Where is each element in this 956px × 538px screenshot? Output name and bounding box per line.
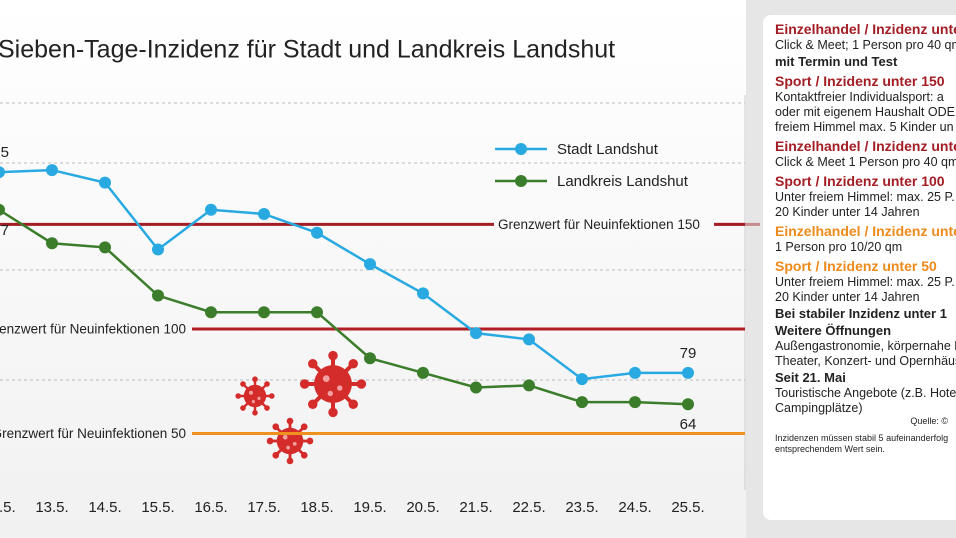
x-tick-label: 21.5. [459, 499, 492, 516]
legend-label: Landkreis Landshut [557, 173, 689, 190]
point [258, 207, 270, 220]
panel-text: Bei stabiler Inzidenz unter 1 [775, 306, 947, 321]
point [417, 366, 429, 379]
data-label: 64 [680, 416, 697, 433]
x-tick-label: 12.5. [0, 499, 16, 516]
footnote-line: entsprechendem Wert sein. [775, 444, 885, 454]
panel-text: Unter freiem Himmel: max. 25 P. [775, 190, 955, 204]
panel-text: Weitere Öffnungen [775, 323, 892, 338]
panel-text: mit Termin und Test [775, 54, 898, 69]
x-tick-label: 24.5. [618, 499, 651, 516]
panel-heading: Sport / Inzidenz unter 50 [775, 258, 937, 274]
panel-heading: Einzelhandel / Inzidenz unte [775, 21, 956, 37]
dashed-guides [0, 102, 745, 381]
x-tick-label: 23.5. [565, 499, 598, 516]
point [46, 164, 58, 177]
point [629, 366, 641, 379]
x-tick-label: 15.5. [141, 499, 174, 516]
point [152, 243, 164, 256]
point [258, 306, 270, 319]
point [205, 306, 217, 319]
point [576, 396, 588, 409]
point [682, 366, 694, 379]
panel-text: freiem Himmel max. 5 Kinder un [775, 120, 954, 134]
x-tick-label: 19.5. [353, 499, 386, 516]
point [470, 381, 482, 394]
source: Quelle: © [910, 416, 948, 426]
chart-title: Sieben-Tage-Inzidenz für Stadt und Landk… [0, 36, 615, 64]
panel-text: Click & Meet; 1 Person pro 40 qm [775, 38, 956, 52]
footnote-line: Inzidenzen müssen stabil 5 aufeinanderfo… [775, 433, 949, 443]
panel-text: Seit 21. Mai [775, 370, 846, 385]
reference-label: Grenzwert für Neuinfektionen 100 [0, 322, 186, 337]
x-tick-label: 18.5. [300, 499, 333, 516]
point [523, 379, 535, 392]
panel-heading: Einzelhandel / Inzidenz unte [775, 223, 956, 239]
panel-text: Click & Meet 1 Person pro 40 qm [775, 155, 956, 169]
panel-text: 20 Kinder unter 14 Jahren [775, 205, 920, 219]
panel-heading: Sport / Inzidenz unter 150 [775, 73, 945, 89]
point [576, 373, 588, 386]
panel-text: Campingplätze) [775, 401, 863, 415]
panel-text: 20 Kinder unter 14 Jahren [775, 290, 920, 304]
footnote: Inzidenzen müssen stabil 5 aufeinanderfo… [775, 433, 956, 455]
legend-marker [515, 143, 527, 155]
virus-icon [234, 375, 276, 417]
point [99, 176, 111, 189]
virus-icon [300, 351, 366, 417]
legend-label: Stadt Landshut [557, 141, 659, 158]
point [523, 333, 535, 346]
panel-text: Kontaktfreier Individualsport: a [775, 90, 944, 104]
panel-heading: Sport / Inzidenz unter 100 [775, 173, 945, 189]
point [0, 203, 5, 216]
point [99, 241, 111, 254]
data-label: 79 [680, 345, 697, 362]
point [46, 237, 58, 250]
data-label: 175 [0, 144, 9, 161]
x-tick-label: 25.5. [671, 499, 704, 516]
x-tick-label: 14.5. [88, 499, 121, 516]
x-tick-label: 13.5. [35, 499, 68, 516]
point [311, 306, 323, 319]
x-tick-label: 20.5. [406, 499, 439, 516]
x-tick-label: 22.5. [512, 499, 545, 516]
point [364, 258, 376, 271]
data-label: 157 [0, 222, 9, 239]
panel-text: Unter freiem Himmel: max. 25 P. [775, 275, 955, 289]
legend-marker [515, 175, 527, 187]
panel-text: Touristische Angebote (z.B. Hotel [775, 386, 956, 400]
series-line [0, 168, 688, 381]
label-background [494, 215, 714, 234]
point [0, 166, 5, 179]
virus-icon [265, 416, 315, 466]
reference-label: Grenzwert für Neuinfektionen 50 [0, 426, 186, 441]
point [417, 287, 429, 300]
panel-text: Außengastronomie, körpernahe D [775, 339, 956, 353]
panel-text: oder mit eigenem Haushalt ODER [775, 105, 956, 119]
panel-text: Theater, Konzert- und Opernhäus [775, 354, 956, 368]
panel-text: 1 Person pro 10/20 qm [775, 240, 903, 254]
point [470, 327, 482, 340]
series-line [0, 208, 689, 406]
x-tick-label: 16.5. [194, 499, 227, 516]
point [682, 398, 694, 411]
side-panel: Einzelhandel / Inzidenz unte Click & Meet… [763, 15, 956, 520]
reference-label: Grenzwert für Neuinfektionen 150 [498, 217, 700, 232]
panel-heading: Einzelhandel / Inzidenz unte [775, 138, 956, 154]
point [311, 226, 323, 239]
point [205, 203, 217, 216]
chart: Sieben-Tage-Inzidenz für Stadt und Landk… [0, 0, 760, 538]
point [364, 352, 376, 365]
point [152, 289, 164, 302]
x-tick-label: 17.5. [247, 499, 280, 516]
point [629, 396, 641, 409]
